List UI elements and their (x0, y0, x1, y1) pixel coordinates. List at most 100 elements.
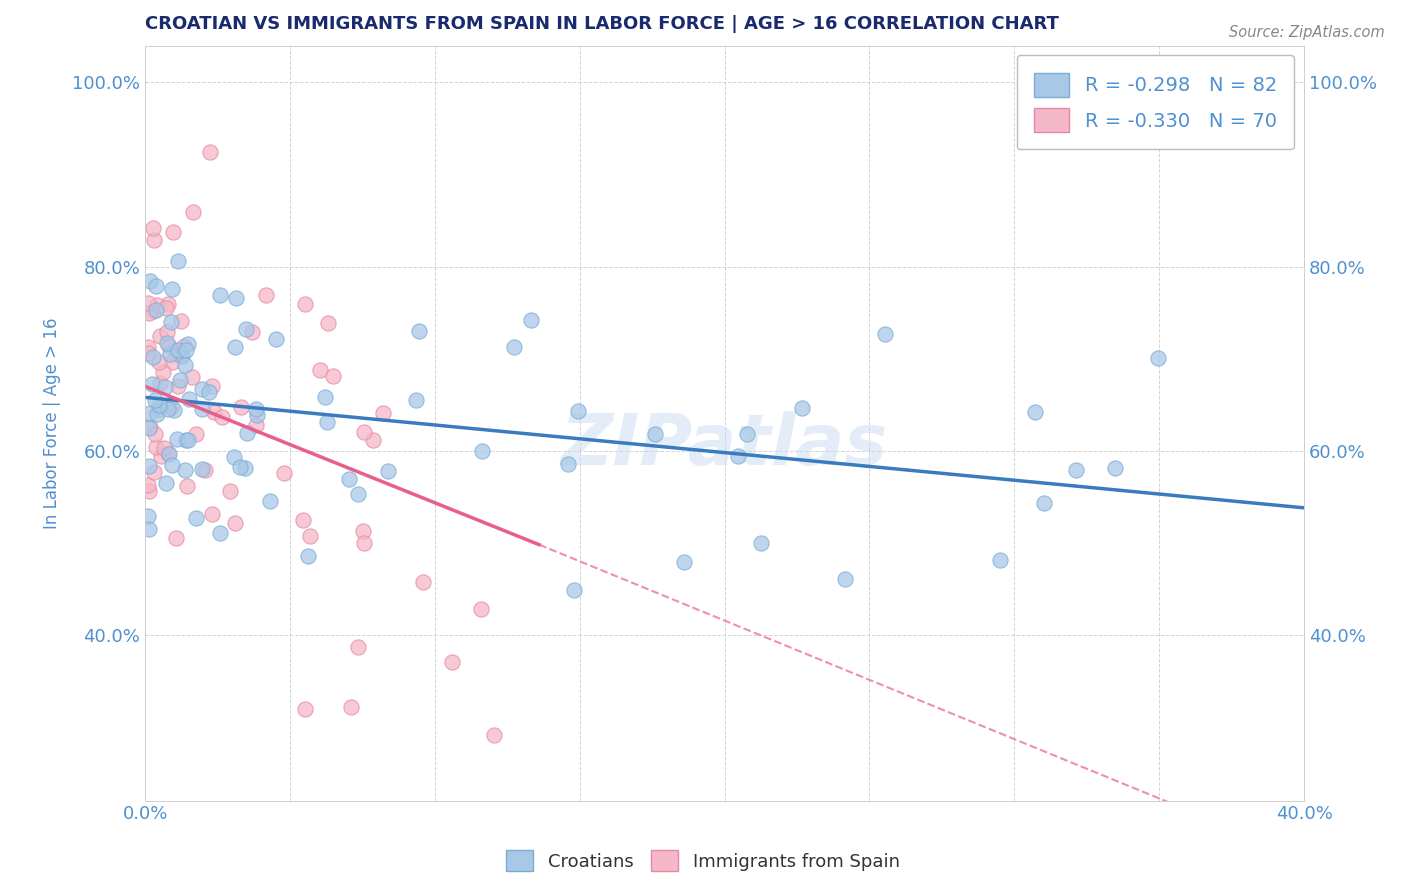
Point (222, 450, 245, 464)
Point (155, 475, 177, 490)
Point (176, 479, 198, 493)
Point (224, 516, 246, 530)
Point (644, 427, 666, 442)
Legend: R = -0.298   N = 82, R = -0.330   N = 70: R = -0.298 N = 82, R = -0.330 N = 70 (1017, 55, 1295, 150)
Point (157, 339, 180, 353)
Point (173, 359, 195, 373)
Point (160, 458, 183, 472)
Point (1147, 351, 1170, 365)
Point (149, 449, 172, 463)
Point (181, 369, 204, 384)
Point (166, 432, 188, 446)
Point (149, 329, 172, 343)
Point (191, 462, 214, 476)
Point (297, 549, 319, 563)
Point (159, 315, 181, 329)
Point (190, 382, 212, 396)
Point (194, 463, 217, 477)
Point (138, 459, 160, 474)
Point (352, 524, 374, 539)
Point (405, 393, 427, 408)
Legend: Croatians, Immigrants from Spain: Croatians, Immigrants from Spain (499, 843, 907, 879)
Point (157, 447, 180, 461)
Point (520, 312, 543, 326)
Point (146, 298, 169, 312)
Point (148, 398, 170, 412)
Point (170, 314, 193, 328)
Point (294, 702, 316, 716)
Point (471, 444, 494, 458)
Point (347, 640, 370, 654)
Point (169, 344, 191, 359)
Point (314, 390, 336, 404)
Point (339, 700, 361, 714)
Point (1033, 495, 1056, 509)
Point (225, 291, 247, 305)
Point (318, 316, 340, 330)
Point (202, 405, 225, 419)
Point (162, 225, 184, 239)
Point (208, 526, 231, 541)
Point (408, 324, 430, 338)
Point (988, 553, 1011, 567)
Point (167, 379, 190, 393)
Point (157, 402, 180, 417)
Point (198, 145, 221, 160)
Point (143, 427, 166, 442)
Text: ZIPatlas: ZIPatlas (561, 411, 889, 480)
Point (143, 393, 166, 408)
Point (557, 457, 579, 471)
Point (245, 402, 267, 417)
Point (146, 408, 169, 422)
Point (1024, 405, 1046, 419)
Point (138, 484, 160, 499)
Point (208, 288, 231, 302)
Point (160, 355, 183, 369)
Point (163, 403, 186, 417)
Point (211, 409, 233, 424)
Point (156, 325, 179, 339)
Point (156, 445, 179, 459)
Point (149, 376, 172, 391)
Point (377, 464, 399, 478)
Point (191, 402, 214, 417)
Point (156, 336, 179, 351)
Point (159, 347, 181, 361)
Point (240, 325, 263, 339)
Point (353, 535, 375, 549)
Point (235, 425, 257, 440)
Point (139, 406, 162, 420)
Point (153, 380, 176, 394)
Point (169, 349, 191, 363)
Point (167, 254, 190, 268)
Point (136, 509, 159, 524)
Point (790, 401, 813, 416)
Point (316, 415, 339, 429)
Point (834, 572, 856, 586)
Point (181, 204, 204, 219)
Point (292, 513, 315, 527)
Point (470, 602, 492, 616)
Point (142, 303, 165, 318)
Point (673, 555, 696, 569)
Point (503, 340, 526, 354)
Point (169, 373, 191, 387)
Point (160, 282, 183, 296)
Point (266, 333, 288, 347)
Point (177, 433, 200, 447)
Point (148, 401, 170, 416)
Point (186, 511, 208, 525)
Point (735, 427, 758, 442)
Point (153, 441, 176, 455)
Point (145, 279, 167, 293)
Point (254, 287, 277, 301)
Point (562, 582, 585, 597)
Point (229, 460, 252, 475)
Point (177, 392, 200, 407)
Y-axis label: In Labor Force | Age > 16: In Labor Force | Age > 16 (44, 318, 60, 529)
Point (233, 461, 256, 475)
Point (167, 343, 190, 358)
Point (184, 426, 207, 441)
Point (727, 449, 749, 463)
Point (160, 400, 183, 414)
